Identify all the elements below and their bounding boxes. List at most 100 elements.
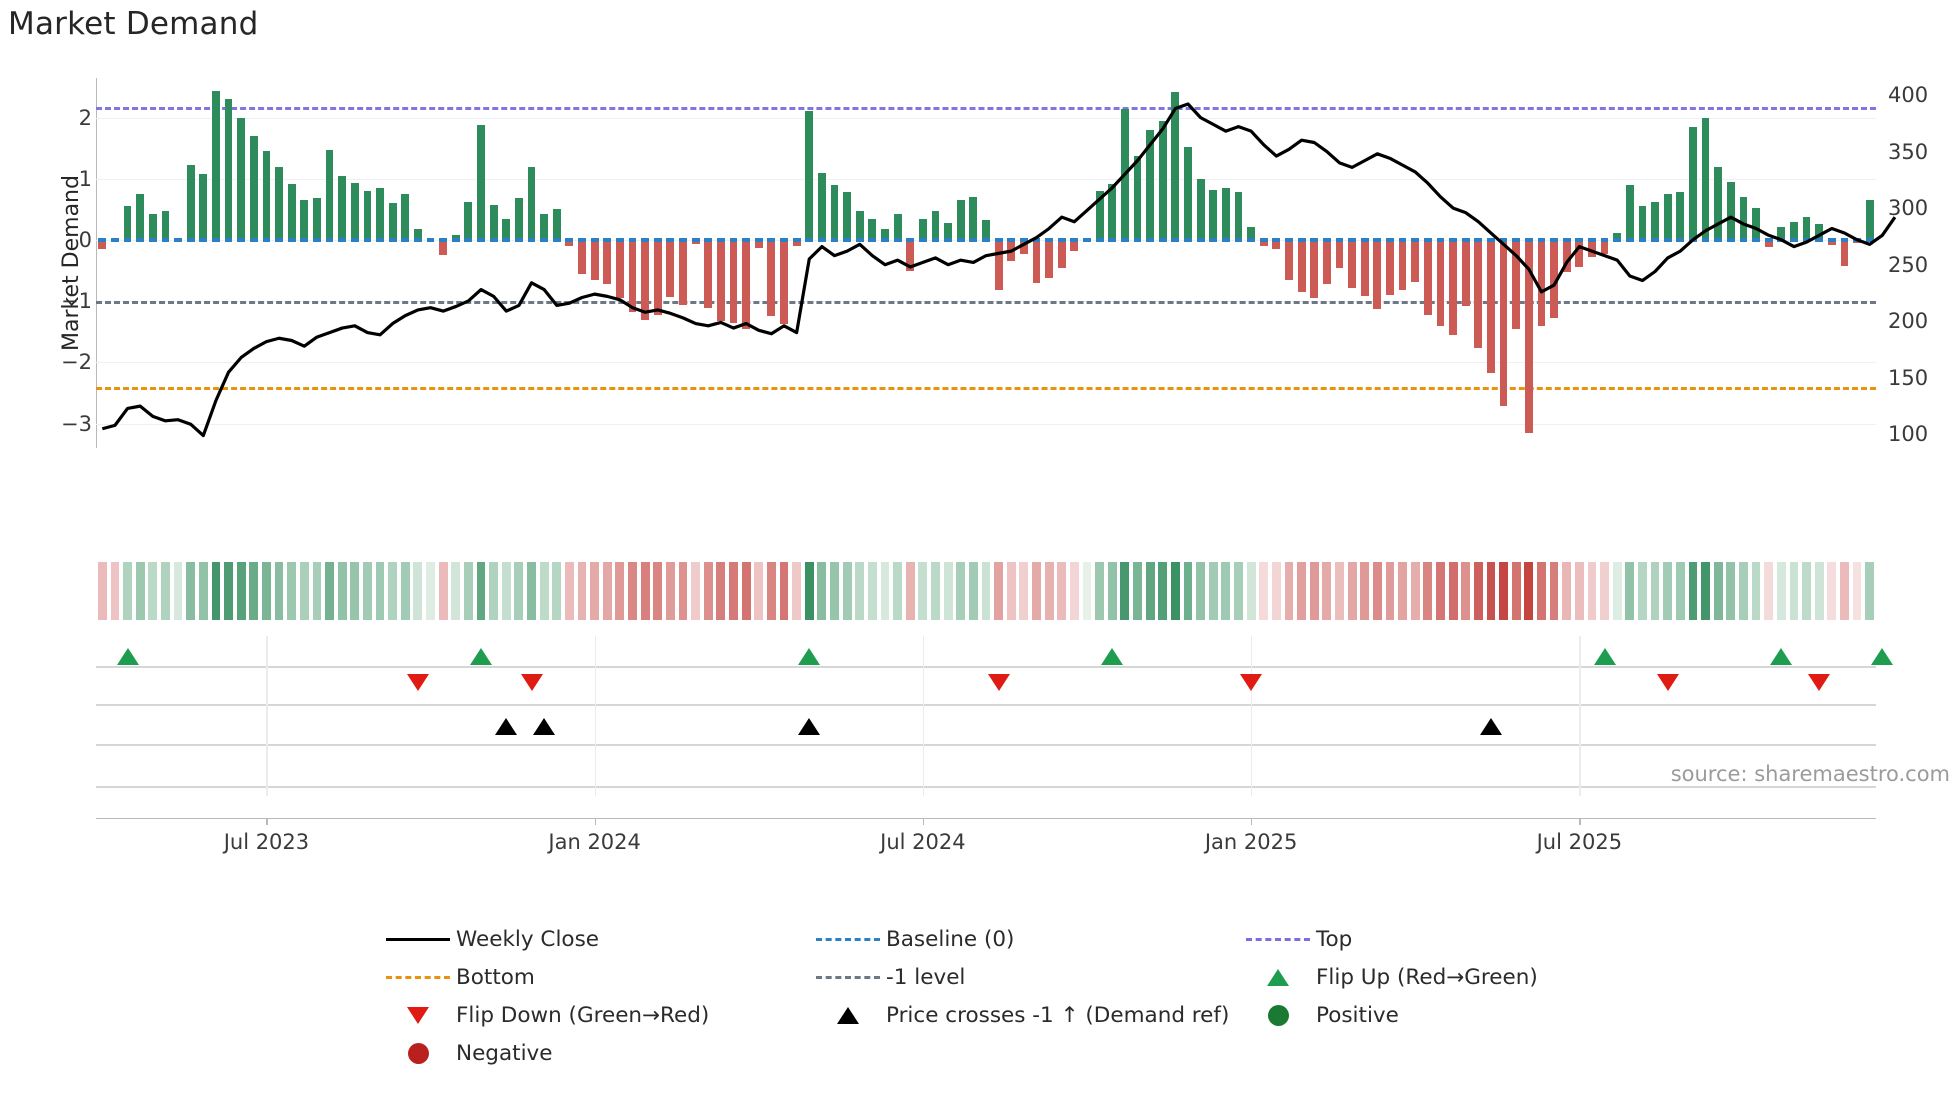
demand-bar [1057, 240, 1066, 268]
heat-cell [628, 562, 637, 620]
baseline-tick [111, 238, 119, 243]
baseline-tick [439, 238, 448, 243]
heat-cell [1776, 562, 1786, 620]
marker-vgridline [594, 636, 597, 796]
heat-cell [363, 562, 372, 620]
heat-cell [1133, 562, 1142, 620]
heat-cell [1562, 562, 1572, 620]
demand-bar [1550, 240, 1558, 319]
demand-bar [704, 240, 713, 308]
demand-bar [944, 222, 953, 241]
baseline-tick [1815, 238, 1824, 243]
legend-item[interactable]: Weekly Close [380, 927, 810, 952]
heat-cell [855, 562, 865, 620]
baseline-tick [1171, 238, 1180, 243]
heat-cell [1448, 562, 1458, 620]
heat-cell [1196, 562, 1206, 620]
triangle-down-red-glyph [407, 1006, 429, 1024]
demand-bar [477, 125, 485, 241]
demand-bar [1045, 240, 1054, 278]
baseline-tick [1436, 238, 1445, 243]
baseline-tick [174, 238, 182, 243]
baseline-tick [893, 238, 902, 243]
demand-bar [956, 200, 965, 241]
legend-row: Weekly Close Baseline (0) Top [380, 920, 1800, 958]
baseline-tick [401, 238, 410, 243]
demand-bar [1487, 240, 1495, 373]
legend-item[interactable]: Flip Down (Green→Red) [380, 1003, 810, 1028]
baseline-tick [1752, 238, 1760, 243]
legend-item[interactable]: Negative [380, 1041, 810, 1066]
demand-bar [893, 214, 902, 241]
legend-item[interactable]: -1 level [810, 965, 1240, 990]
baseline-tick [1726, 238, 1735, 243]
heat-cell [539, 562, 549, 620]
baseline-tick [666, 238, 675, 243]
heat-cell [994, 562, 1004, 620]
baseline-tick [1234, 238, 1243, 243]
legend-item[interactable]: Bottom [380, 965, 810, 990]
y2-tick-label: 200 [1888, 309, 1929, 334]
marker-vgridline [1251, 636, 1253, 796]
heat-cell [1309, 562, 1319, 620]
heat-cell [1663, 562, 1673, 620]
heat-cell [325, 562, 334, 620]
price-cross-marker [533, 718, 556, 735]
baseline-tick [1865, 238, 1874, 243]
demand-bar [136, 194, 145, 241]
x-axis-spine [96, 818, 1876, 820]
baseline-tick [464, 238, 473, 243]
baseline-tick [1524, 238, 1533, 243]
baseline-tick [1499, 238, 1508, 243]
heat-cell [1170, 562, 1180, 620]
demand-bar [514, 198, 523, 241]
demand-bar [931, 210, 940, 241]
baseline-tick [1588, 238, 1596, 243]
demand-bar [199, 174, 208, 241]
baseline-tick [1310, 238, 1319, 243]
baseline-tick [451, 238, 460, 243]
heat-cell [1069, 562, 1079, 620]
baseline-tick [817, 238, 826, 243]
baseline-tick [1057, 238, 1066, 243]
demand-bar [1600, 240, 1609, 254]
baseline-tick [590, 238, 599, 243]
legend-item[interactable]: Baseline (0) [810, 927, 1240, 952]
baseline-tick [754, 238, 763, 243]
heat-cell [1271, 562, 1281, 620]
line-dash-gray-glyph [816, 975, 880, 979]
baseline-tick [1739, 238, 1748, 243]
demand-bar [754, 240, 763, 248]
legend-item[interactable]: Positive [1240, 1003, 1670, 1028]
demand-bar [1209, 189, 1218, 241]
heat-cell [1840, 562, 1849, 620]
reference-line-bottom [96, 386, 1876, 390]
legend-item[interactable]: Flip Up (Red→Green) [1240, 965, 1670, 990]
baseline-tick [1272, 238, 1281, 243]
heat-cell [350, 562, 360, 620]
legend-item[interactable]: Price crosses -1 ↑ (Demand ref) [810, 1003, 1240, 1028]
line-dash-orange-glyph [386, 975, 450, 979]
heat-cell [1865, 562, 1875, 620]
heat-cell [1234, 562, 1243, 620]
baseline-tick [1600, 238, 1609, 243]
baseline-tick [552, 238, 561, 243]
heat-cell [1297, 562, 1306, 620]
baseline-tick [388, 238, 397, 243]
demand-bar [376, 188, 384, 241]
demand-bar [969, 197, 978, 241]
demand-bar [350, 182, 359, 241]
baseline-tick [1247, 238, 1255, 243]
heat-cell [451, 562, 461, 620]
heat-cell [287, 562, 297, 620]
baseline-tick [855, 238, 864, 243]
baseline-tick [1335, 238, 1344, 243]
x-tick-mark [594, 818, 597, 825]
heat-cell [1322, 562, 1332, 620]
baseline-tick [1348, 238, 1356, 243]
heat-cell [1461, 562, 1471, 620]
legend-item[interactable]: Top [1240, 927, 1670, 952]
y-tick-label: −2 [61, 350, 92, 375]
demand-bar [1701, 117, 1710, 241]
